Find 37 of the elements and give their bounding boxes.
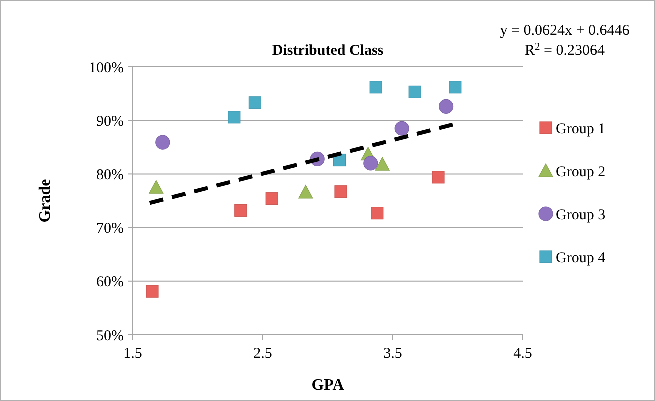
chart-title: Distributed Class — [272, 43, 384, 59]
point — [364, 156, 378, 171]
x-tick-label: 2.5 — [254, 346, 272, 362]
point — [394, 121, 410, 136]
point — [370, 81, 382, 94]
legend-label: Group 4 — [556, 250, 606, 266]
x-tick-label: 3.5 — [384, 346, 402, 362]
point — [156, 135, 170, 150]
x-tick-label: 4.5 — [514, 346, 532, 362]
point — [334, 186, 348, 198]
point — [146, 285, 159, 298]
point — [266, 192, 278, 206]
y-axis-title: Grade — [37, 179, 54, 223]
x-tick-label: 1.5 — [124, 346, 142, 362]
point — [449, 81, 462, 94]
legend-label: Group 2 — [556, 164, 606, 180]
text: y = 0.0624x + 0.6446 — [500, 23, 630, 39]
point — [408, 86, 422, 98]
y-tick-label: 60% — [96, 274, 124, 291]
point — [234, 204, 248, 217]
point — [371, 207, 384, 220]
point — [298, 185, 314, 199]
y-tick-label: 80% — [96, 167, 124, 184]
y-tick-label: 70% — [96, 221, 124, 238]
point — [375, 157, 390, 171]
point — [228, 111, 241, 124]
point — [248, 96, 262, 110]
legend-label: Group 3 — [556, 207, 606, 224]
point — [439, 99, 454, 114]
text: R$^{2}$ = 0.23064 — [525, 42, 606, 59]
y-tick-label: 90% — [96, 114, 124, 130]
x-axis-title: GPA — [312, 377, 345, 394]
point — [149, 180, 164, 194]
legend-label: Group 1 — [556, 121, 606, 138]
point — [432, 171, 445, 184]
y-tick-label: 100% — [89, 60, 124, 76]
y-tick-label: 50% — [96, 328, 124, 344]
